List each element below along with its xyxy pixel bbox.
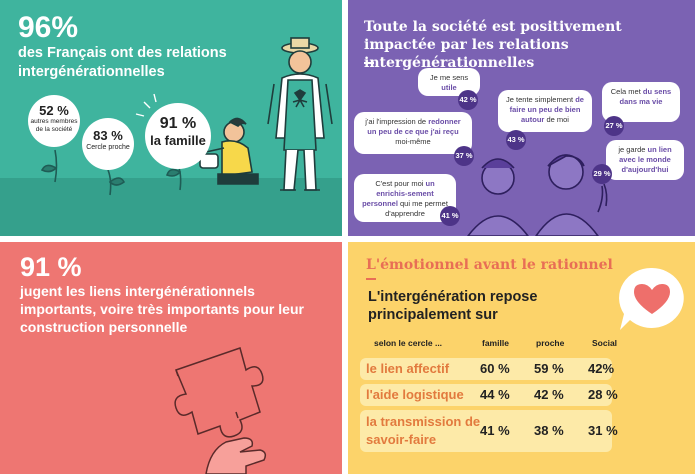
cell-value: 59 % xyxy=(534,361,564,376)
panel-importance: 91 % jugent les liens intergénérationnel… xyxy=(0,242,342,474)
quote-do-good: Je tente simplement de faire un peu de b… xyxy=(498,90,592,132)
headline-stat: 96% xyxy=(18,11,79,44)
elderly-man-icon xyxy=(267,37,333,191)
table-row: le lien affectif xyxy=(360,358,612,380)
header-social: Social xyxy=(592,338,618,348)
title-divider xyxy=(366,278,376,280)
importance-text: jugent les liens intergénérationnels imp… xyxy=(20,283,304,335)
gardening-woman-icon xyxy=(199,117,259,185)
row-label: l'aide logistique xyxy=(366,387,464,402)
panel-relations: 96% des Français ont des relations inter… xyxy=(0,0,342,236)
heart-speech-bubble-icon xyxy=(619,267,684,330)
quote-give-back: j'ai l'impression de redonner un peu de … xyxy=(354,112,472,154)
two-people-illustration xyxy=(466,154,608,236)
panel-emotional: L'émotionnel avant le rationnel L'interg… xyxy=(348,242,695,474)
garden-illustration xyxy=(0,37,342,236)
plant-icon xyxy=(40,149,182,196)
headline-text: des Français ont des relations intergéné… xyxy=(18,45,227,80)
cell-value: 38 % xyxy=(534,423,564,438)
row-label: la transmission de savoir-faire xyxy=(366,414,481,447)
quote-link-world: je garde un lien avec le monde d'aujourd… xyxy=(606,140,684,180)
bubble-society: 52 % autres membres de la société xyxy=(28,95,80,147)
title-divider xyxy=(364,62,374,64)
cell-value: 42% xyxy=(588,361,615,376)
quote-enrichment: C'est pour moi un enrichis-sement person… xyxy=(354,174,456,222)
header-proche: proche xyxy=(536,338,565,348)
emotional-subtitle: L'intergénération repose principalement … xyxy=(368,289,538,323)
row-label: le lien affectif xyxy=(366,361,450,376)
bubble-family: 91 % la famille xyxy=(145,103,211,169)
badge-meaning: 27 % xyxy=(604,116,624,136)
impact-title: Toute la société est positivement impact… xyxy=(364,19,622,71)
quote-meaning: Cela met du sens dans ma vie xyxy=(602,82,680,122)
table-row: la transmission de savoir-faire xyxy=(360,410,612,452)
cell-value: 44 % xyxy=(480,387,510,402)
badge-do-good: 43 % xyxy=(506,130,526,150)
bubble-close-circle: 83 % Cercle proche xyxy=(82,118,134,170)
badge-enrichment: 41 % xyxy=(440,206,460,226)
importance-stat: 91 % xyxy=(20,252,82,282)
panel-society-impact: Toute la société est positivement impact… xyxy=(348,0,695,236)
cell-value: 42 % xyxy=(534,387,564,402)
badge-give-back: 37 % xyxy=(454,146,474,166)
cell-value: 60 % xyxy=(480,361,510,376)
cell-value: 41 % xyxy=(480,423,510,438)
cell-value: 31 % xyxy=(588,423,618,438)
table-row: l'aide logistique xyxy=(360,384,612,406)
emotional-title: L'émotionnel avant le rationnel xyxy=(366,257,613,273)
header-famille: famille xyxy=(482,338,509,348)
cell-value: 28 % xyxy=(588,387,618,402)
puzzle-piece-icon xyxy=(174,347,267,474)
header-label: selon le cercle ... xyxy=(374,338,443,348)
badge-useful: 42 % xyxy=(458,90,478,110)
badge-link-world: 29 % xyxy=(592,164,612,184)
